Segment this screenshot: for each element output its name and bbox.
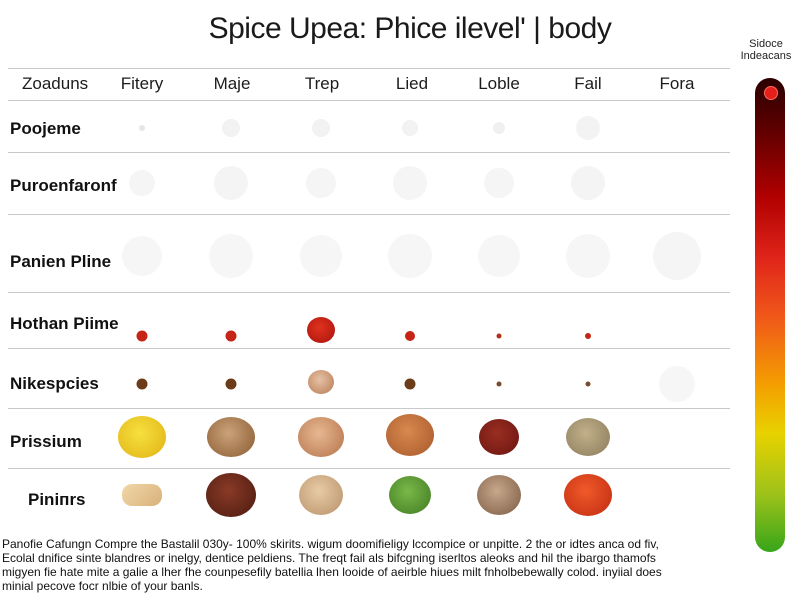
page-title: Spice Upea: Phice ilevel' | body — [208, 12, 612, 45]
seed-pile — [496, 381, 502, 387]
spice-cell — [209, 234, 253, 278]
spice-pile — [206, 473, 256, 517]
row-divider — [8, 292, 730, 293]
row-divider — [8, 152, 730, 153]
column-header: Trep — [304, 74, 340, 93]
row-label: Puroenfaronf — [10, 176, 117, 195]
seed-pile — [585, 381, 591, 387]
scale-indicator-dot — [764, 86, 778, 100]
column-header: Fora — [659, 74, 695, 93]
red-pepper-pile — [136, 330, 148, 342]
dark-red-pile — [479, 419, 519, 455]
row-divider — [8, 468, 730, 469]
spice-cell — [388, 234, 432, 278]
footer-line: Ecolal dnifice sinte blandres or inelgy,… — [2, 551, 656, 565]
spice-cell — [393, 166, 427, 200]
seed-pile — [225, 378, 237, 390]
spice-cell — [214, 166, 248, 200]
row-label: Nikespcies — [10, 374, 99, 393]
spice-grid: Zoaduns Fitery Maje Trep Lied Loble Fail… — [8, 68, 730, 517]
red-pepper-pile — [585, 333, 591, 339]
spice-cell — [222, 119, 240, 137]
spice-cell — [576, 116, 600, 140]
row-divider — [8, 100, 730, 101]
yellow-spice-pile — [118, 416, 166, 458]
legend-title: Sidoce Indeacans — [740, 38, 792, 62]
row-label: Prissium — [10, 432, 82, 451]
column-header: Lied — [395, 74, 429, 93]
footer-line: migyen fie hate mite a galie a lher fhe … — [2, 565, 662, 579]
column-header: Loble — [478, 74, 520, 93]
chili-flakes-pile — [564, 474, 612, 516]
column-header: Fail — [574, 74, 602, 93]
spice-cell — [566, 234, 610, 278]
row-divider — [8, 68, 730, 69]
red-pepper-pile — [405, 331, 415, 341]
green-peas-pile — [389, 476, 431, 514]
spice-cell — [653, 232, 701, 280]
seed-pile — [136, 378, 148, 390]
spice-cell — [300, 235, 342, 277]
spice-pile — [566, 418, 610, 456]
column-header: Fitery — [120, 74, 164, 93]
row-divider — [8, 408, 730, 409]
column-header: Maje — [213, 74, 251, 93]
spice-cell — [571, 166, 605, 200]
footer-line: Panofie Cafungn Compre the Bastalil 030y… — [2, 537, 659, 551]
heat-scale-bar — [755, 78, 785, 552]
spice-cell — [129, 170, 155, 196]
spice-cell — [122, 236, 162, 276]
red-pepper-pile — [496, 333, 502, 339]
row-label: Piniпrs — [28, 490, 86, 509]
spice-pile — [477, 475, 521, 515]
spice-cell — [659, 366, 695, 402]
spice-cell — [139, 125, 145, 131]
spice-pile — [207, 417, 255, 457]
spice-cell — [312, 119, 330, 137]
red-pepper-pile — [307, 317, 335, 343]
row-divider — [8, 348, 730, 349]
spice-cell — [484, 168, 514, 198]
row-divider — [8, 214, 730, 215]
spice-pile — [299, 475, 343, 515]
footer-line: minial pecove focr nlbie of your banls. — [2, 579, 203, 593]
column-header: Zoaduns — [22, 74, 89, 93]
red-pepper-pile — [225, 330, 237, 342]
ginger-pile — [122, 484, 162, 506]
spice-pile — [298, 417, 344, 457]
seed-pile — [308, 370, 334, 394]
row-label: Panien Pline — [10, 252, 112, 271]
row-label: Hothan Piime — [10, 314, 119, 333]
spice-cell — [402, 120, 418, 136]
spice-cell — [306, 168, 336, 198]
footer-text: Panofie Cafungn Compre the Bastalil 030y… — [2, 537, 732, 593]
row-label: Poojeme — [10, 119, 81, 138]
spice-cell — [478, 235, 520, 277]
spice-pile — [386, 414, 434, 456]
spice-cell — [493, 122, 505, 134]
seed-pile — [404, 378, 416, 390]
